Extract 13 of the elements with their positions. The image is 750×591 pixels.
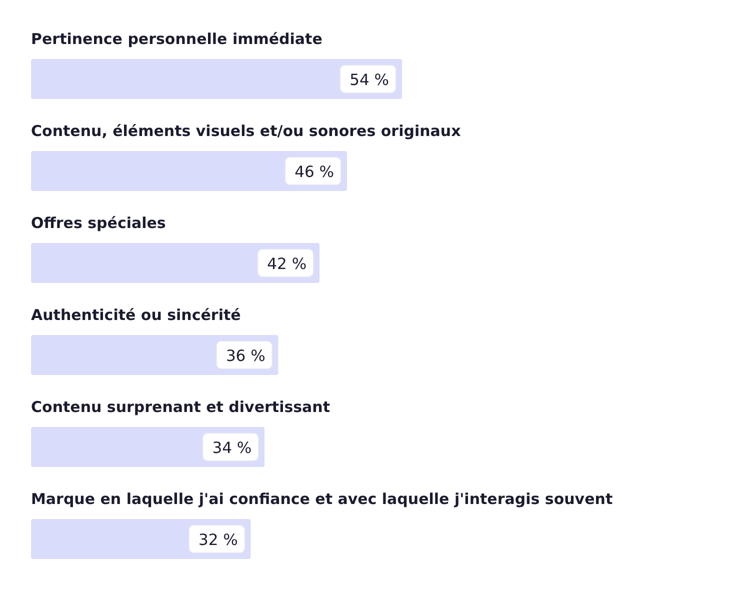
data-label: 46 % bbox=[294, 163, 334, 181]
y-tick-label: Authenticité ou sincérité bbox=[31, 306, 241, 324]
y-tick-label: Offres spéciales bbox=[31, 214, 166, 232]
y-tick-label: Pertinence personnelle immédiate bbox=[31, 30, 322, 48]
data-label: 42 % bbox=[267, 255, 307, 273]
data-label: 32 % bbox=[198, 531, 238, 549]
data-label: 36 % bbox=[226, 347, 266, 365]
y-tick-label: Contenu, éléments visuels et/ou sonores originaux bbox=[31, 122, 462, 140]
data-label: 54 % bbox=[350, 71, 389, 89]
bar bbox=[31, 59, 402, 99]
data-label: 34 % bbox=[212, 439, 252, 457]
y-tick-label: Marque en laquelle j'ai confiance et avec laquelle j'interagis souvent bbox=[31, 490, 613, 508]
y-tick-label: Contenu surprenant et divertissant bbox=[31, 398, 330, 416]
